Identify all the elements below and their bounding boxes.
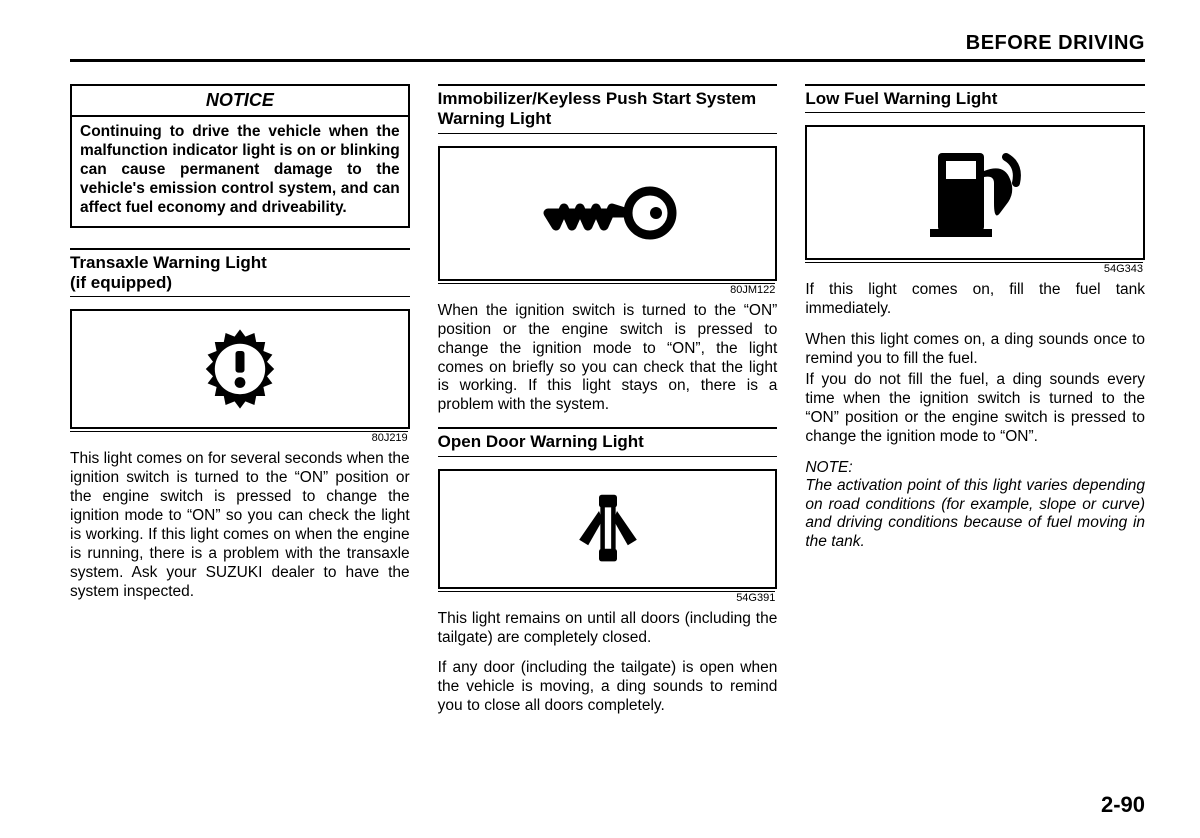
lowfuel-note-head: NOTE:: [805, 459, 1145, 477]
lowfuel-heading: Low Fuel Warning Light: [805, 84, 1145, 113]
manual-page: BEFORE DRIVING NOTICE Continuing to driv…: [0, 0, 1200, 838]
fuel-icon-frame: [805, 125, 1145, 260]
section-header: BEFORE DRIVING: [70, 32, 1145, 62]
page-number: 2-90: [1101, 792, 1145, 818]
open-door-icon: [563, 484, 653, 574]
transaxle-icon-frame: [70, 309, 410, 429]
immobilizer-text: When the ignition switch is turned to th…: [438, 302, 778, 415]
opendoor-text1: This light remains on until all doors (i…: [438, 610, 778, 648]
lowfuel-text3: If you do not fill the fuel, a ding soun…: [805, 371, 1145, 447]
lowfuel-note-body: The activation point of this light varie…: [805, 477, 1145, 553]
fuel-pump-icon: [920, 143, 1030, 243]
column-1: NOTICE Continuing to drive the vehicle w…: [70, 84, 410, 728]
key-icon: [528, 178, 688, 248]
lowfuel-text2: When this light comes on, a ding sounds …: [805, 331, 1145, 369]
gear-exclaim-icon: [195, 324, 285, 414]
transaxle-figcode: 80J219: [70, 431, 408, 444]
opendoor-heading: Open Door Warning Light: [438, 427, 778, 456]
opendoor-icon-frame: [438, 469, 778, 589]
columns: NOTICE Continuing to drive the vehicle w…: [70, 84, 1145, 728]
immobilizer-figcode: 80JM122: [438, 283, 776, 296]
column-2: Immobilizer/Keyless Push Start System Wa…: [438, 84, 778, 728]
opendoor-figcode: 54G391: [438, 591, 776, 604]
transaxle-text: This light comes on for several seconds …: [70, 450, 410, 601]
column-3: Low Fuel Warning Light 54G343 If this li…: [805, 84, 1145, 728]
notice-box: NOTICE Continuing to drive the vehicle w…: [70, 84, 410, 228]
lowfuel-text1: If this light comes on, fill the fuel ta…: [805, 281, 1145, 319]
notice-title: NOTICE: [72, 86, 408, 117]
notice-body: Continuing to drive the vehicle when the…: [72, 117, 408, 226]
transaxle-heading: Transaxle Warning Light (if equipped): [70, 248, 410, 298]
opendoor-text2: If any door (including the tailgate) is …: [438, 659, 778, 716]
immobilizer-heading: Immobilizer/Keyless Push Start System Wa…: [438, 84, 778, 134]
lowfuel-figcode: 54G343: [805, 262, 1143, 275]
key-icon-frame: [438, 146, 778, 281]
